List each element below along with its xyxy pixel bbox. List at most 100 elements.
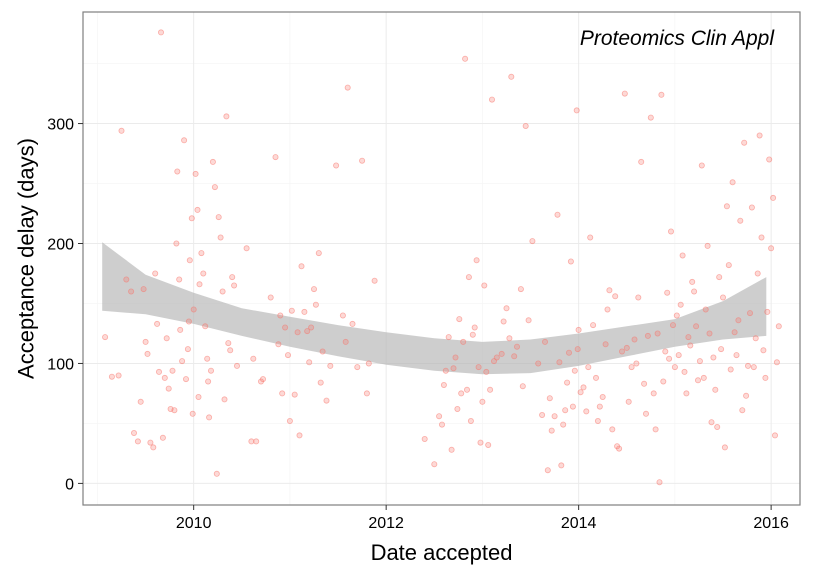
data-point — [700, 374, 707, 381]
data-point — [706, 330, 713, 337]
data-point — [729, 179, 736, 186]
data-point — [731, 329, 738, 336]
data-point — [544, 467, 551, 474]
data-point — [599, 393, 606, 400]
data-point — [548, 427, 555, 434]
data-point — [233, 362, 240, 369]
data-point — [739, 407, 746, 414]
data-point — [284, 352, 291, 359]
data-point — [687, 342, 694, 349]
data-point — [571, 367, 578, 374]
y-axis-title: Acceptance delay (days) — [14, 138, 39, 379]
data-point — [745, 362, 752, 369]
x-tick-label: 2016 — [753, 515, 789, 532]
x-tick-label: 2012 — [368, 515, 404, 532]
data-point — [225, 340, 232, 347]
data-point — [775, 323, 782, 330]
data-point — [231, 282, 238, 289]
data-point — [282, 324, 289, 331]
data-point — [594, 417, 601, 424]
data-point — [689, 278, 696, 285]
data-point — [421, 435, 428, 442]
data-point — [656, 479, 663, 486]
data-point — [134, 438, 141, 445]
data-point — [182, 376, 189, 383]
data-point — [696, 358, 703, 365]
data-point — [181, 137, 188, 144]
data-point — [471, 324, 478, 331]
data-point — [456, 316, 463, 323]
data-point — [115, 372, 122, 379]
data-point — [483, 368, 490, 375]
data-point — [758, 234, 765, 241]
data-point — [339, 312, 346, 319]
data-point — [511, 353, 518, 360]
panel-border — [82, 11, 801, 506]
data-point — [612, 293, 619, 300]
data-point — [253, 438, 260, 445]
data-point — [762, 374, 769, 381]
data-point — [564, 379, 571, 386]
data-point — [681, 368, 688, 375]
data-point — [772, 432, 779, 439]
data-point — [359, 157, 366, 164]
data-point — [756, 132, 763, 139]
data-point — [440, 381, 447, 388]
data-point — [590, 322, 597, 329]
data-point — [173, 240, 180, 247]
x-axis-ticks: 2010 2012 2014 2016 — [176, 505, 789, 532]
data-point — [469, 331, 476, 338]
data-point — [500, 318, 507, 325]
data-point — [573, 107, 580, 114]
data-point — [764, 308, 771, 315]
data-point — [473, 257, 480, 264]
data-point — [177, 326, 184, 333]
data-point — [174, 168, 181, 175]
data-point — [727, 366, 734, 373]
data-point — [716, 274, 723, 281]
data-point — [452, 354, 459, 361]
data-point — [604, 306, 611, 313]
data-point — [498, 350, 505, 357]
data-point — [514, 343, 521, 350]
data-point — [693, 323, 700, 330]
data-point — [333, 162, 340, 169]
y-tick-label: 200 — [47, 237, 74, 254]
data-point — [619, 348, 626, 355]
data-point — [445, 334, 452, 341]
data-point — [243, 245, 250, 252]
data-point — [179, 358, 186, 365]
data-point — [363, 390, 370, 397]
data-point — [679, 252, 686, 259]
data-point — [685, 334, 692, 341]
data-point — [176, 276, 183, 283]
smooth-band-layer — [102, 242, 767, 375]
data-point — [312, 301, 319, 308]
data-point — [766, 156, 773, 163]
data-point — [522, 123, 529, 130]
data-point — [658, 91, 665, 98]
data-point — [294, 329, 301, 336]
data-point — [310, 286, 317, 293]
data-point — [712, 386, 719, 393]
data-point — [123, 276, 130, 283]
data-point — [317, 379, 324, 386]
data-point — [436, 413, 443, 420]
data-point — [675, 352, 682, 359]
data-point — [704, 242, 711, 249]
data-point — [219, 288, 226, 295]
data-point — [644, 332, 651, 339]
data-point — [215, 214, 222, 221]
data-point — [539, 411, 546, 418]
data-point — [721, 444, 728, 451]
data-point — [204, 355, 211, 362]
data-point — [188, 215, 195, 222]
data-point — [306, 359, 313, 366]
data-point — [488, 96, 495, 103]
data-point — [519, 383, 526, 390]
data-point — [196, 281, 203, 288]
y-tick-label: 0 — [65, 476, 74, 493]
data-point — [670, 322, 677, 329]
data-point — [609, 426, 616, 433]
data-point — [195, 393, 202, 400]
